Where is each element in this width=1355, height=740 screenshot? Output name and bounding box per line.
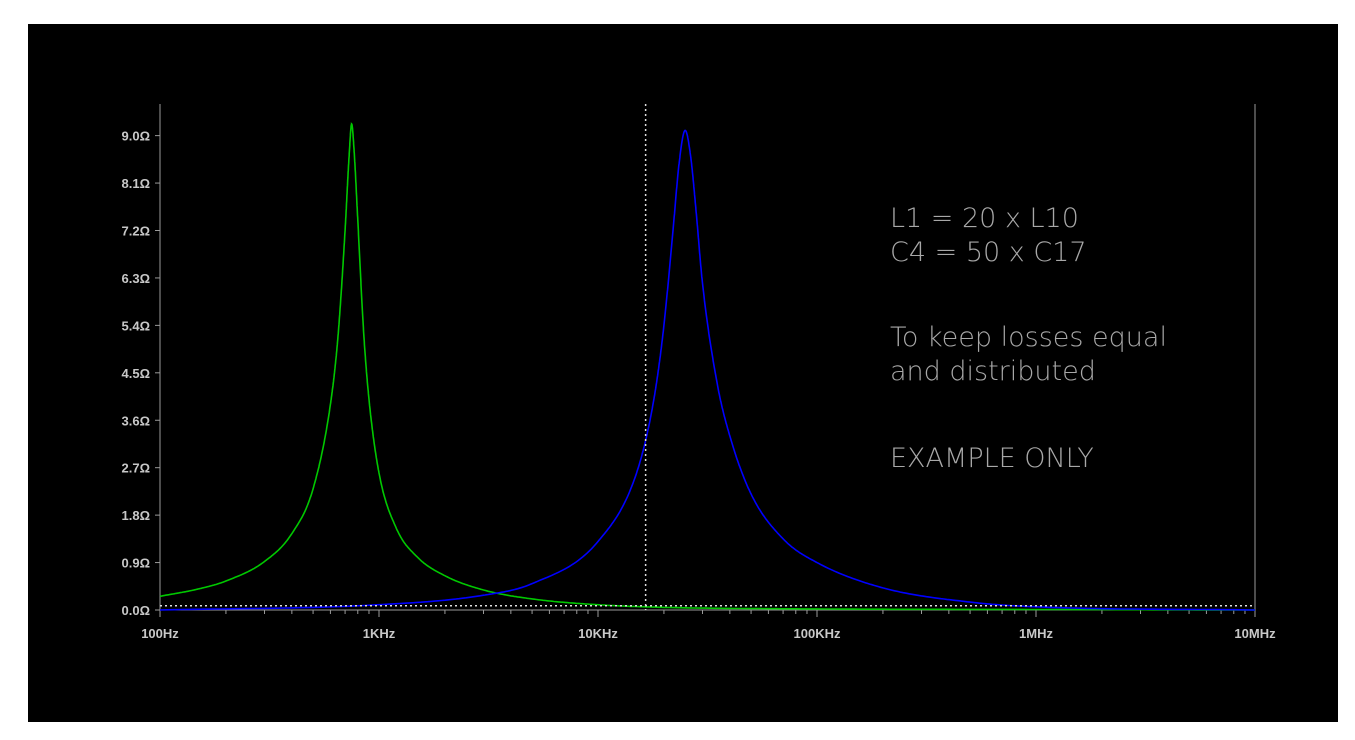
annotation-line-4: and distributed	[890, 356, 1096, 387]
x-tick-label: 100Hz	[141, 626, 179, 641]
x-tick-label: 10KHz	[578, 626, 618, 641]
annotation-line-2: C4 = 50 x C17	[890, 237, 1087, 268]
annotation-line-5: EXAMPLE ONLY	[890, 443, 1094, 474]
series-line-2	[159, 129, 1256, 611]
x-tick-label: 1KHz	[363, 626, 396, 641]
x-tick-label: 100KHz	[794, 626, 841, 641]
y-tick-label: 3.6Ω	[122, 413, 151, 428]
x-tick-label: 10MHz	[1234, 626, 1276, 641]
y-tick-label: 8.1Ω	[122, 176, 151, 191]
annotation-line-1: L1 = 20 x L10	[890, 203, 1079, 234]
y-tick-label: 0.9Ω	[122, 556, 151, 571]
y-tick-label: 2.7Ω	[122, 461, 151, 476]
plot-panel: 0.0Ω 0.9Ω 1.8Ω 2.7Ω 3.6Ω 4.5Ω 5.4Ω 6.3Ω 7.2Ω 8.1Ω…	[28, 24, 1338, 722]
y-tick-label: 6.3Ω	[122, 271, 151, 286]
series-line-1	[159, 122, 1255, 611]
y-tick-label: 0.0Ω	[122, 603, 151, 618]
y-tick-label: 4.5Ω	[122, 366, 151, 381]
annotation-line-3: To keep losses equal	[890, 322, 1167, 353]
y-tick-label: 9.0Ω	[122, 129, 151, 144]
impedance-plot[interactable]: 0.0Ω 0.9Ω 1.8Ω 2.7Ω 3.6Ω 4.5Ω 5.4Ω 6.3Ω 7.2Ω 8.1Ω…	[28, 24, 1338, 722]
y-tick-label: 1.8Ω	[122, 508, 151, 523]
x-tick-label: 1MHz	[1019, 626, 1053, 641]
y-tick-label: 5.4Ω	[122, 318, 151, 333]
y-tick-label: 7.2Ω	[122, 224, 151, 239]
